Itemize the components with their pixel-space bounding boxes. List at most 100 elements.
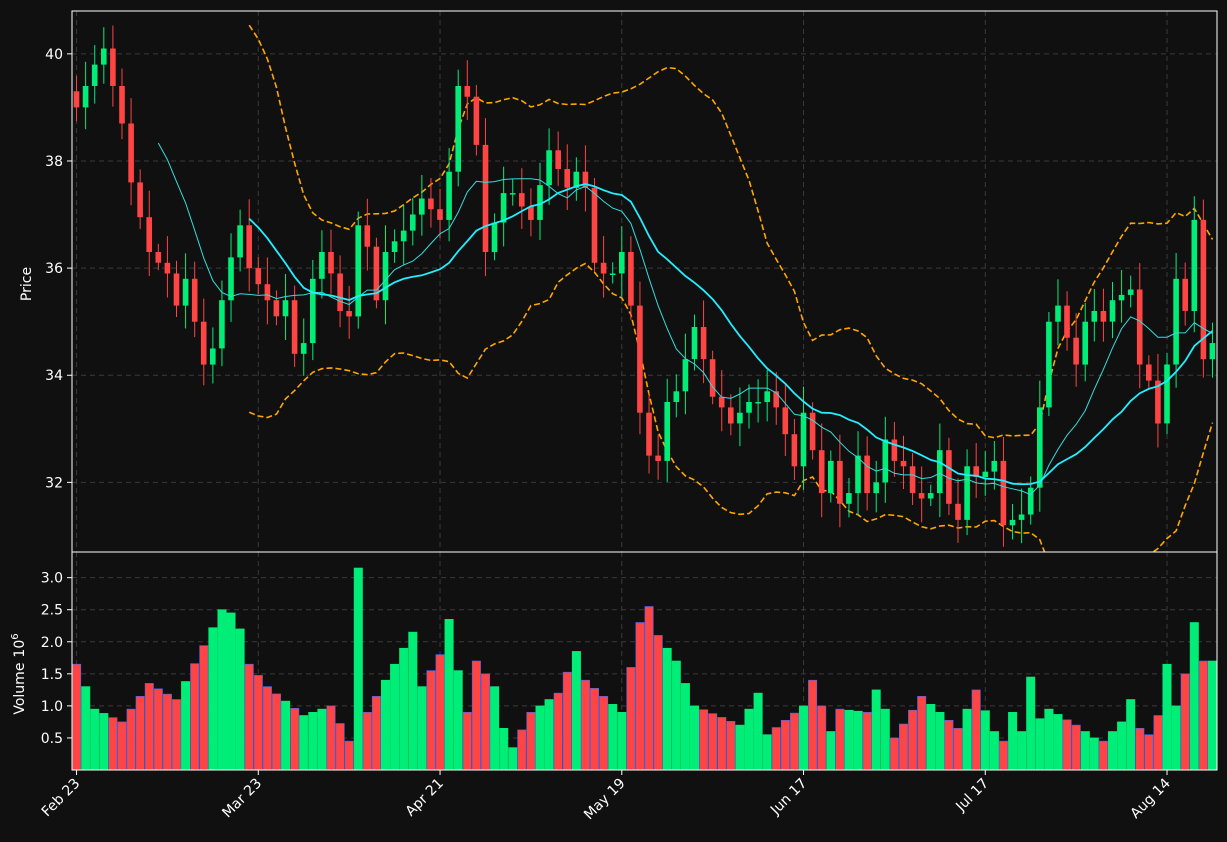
- volume-bar: [562, 671, 572, 770]
- candle-body: [591, 187, 598, 263]
- volume-bar: [935, 711, 945, 770]
- candle-body: [291, 300, 298, 354]
- volume-bar: [417, 686, 427, 770]
- candle-body: [173, 273, 180, 306]
- candle-body: [628, 252, 634, 306]
- candle-body: [691, 327, 698, 360]
- volume-bar: [889, 737, 899, 770]
- candle-body: [437, 209, 443, 220]
- volume-bar: [708, 713, 718, 770]
- candle-body: [537, 185, 543, 220]
- volume-bar: [426, 670, 436, 770]
- volume-bar: [1026, 676, 1036, 770]
- candle-body: [210, 348, 216, 365]
- volume-bar: [126, 708, 136, 770]
- candle-body: [828, 460, 834, 493]
- candle-body: [1027, 487, 1034, 515]
- volume-bar: [353, 567, 363, 770]
- candle-body: [137, 182, 143, 218]
- candle-body: [73, 91, 80, 108]
- candle-body: [991, 460, 998, 472]
- volume-bar: [1153, 715, 1163, 770]
- candle-body: [300, 343, 307, 354]
- candle-body: [1200, 219, 1207, 360]
- candle-body: [973, 466, 979, 477]
- candle-body: [1018, 514, 1025, 520]
- candle-body: [682, 359, 689, 392]
- volume-bar: [508, 747, 518, 770]
- volume-bar: [544, 699, 554, 770]
- candle-body: [1000, 460, 1007, 526]
- candle-body: [1155, 380, 1161, 424]
- volume-panel-frame: [71, 551, 1218, 771]
- volume-bar: [780, 719, 790, 770]
- volume-bar: [535, 705, 545, 770]
- volume-bar: [626, 667, 636, 770]
- volume-bar: [835, 708, 845, 770]
- candle-body: [791, 434, 798, 467]
- volume-bar: [553, 692, 563, 770]
- volume-bar: [599, 695, 609, 770]
- candle-body: [918, 493, 925, 499]
- price-axis-label: Price: [19, 267, 35, 301]
- volume-bar: [580, 679, 590, 770]
- volume-bar: [172, 699, 182, 770]
- candle-body: [119, 86, 125, 124]
- candle-body: [482, 144, 489, 252]
- candle-body: [282, 300, 289, 317]
- volume-bar: [135, 695, 145, 770]
- candle-body: [355, 225, 361, 317]
- candle-body: [1127, 289, 1134, 295]
- volume-bar: [653, 635, 663, 770]
- volume-bar: [226, 612, 236, 770]
- volume-bar: [1171, 705, 1181, 770]
- candle-body: [101, 48, 107, 65]
- candle-body: [1037, 407, 1043, 488]
- candle-body: [1173, 278, 1179, 365]
- candle-body: [837, 460, 843, 504]
- volume-tick-label: 3.0: [41, 571, 63, 587]
- candle-body: [909, 466, 916, 494]
- candle-body: [718, 396, 725, 408]
- candle-body: [237, 225, 243, 258]
- volume-bar: [998, 740, 1008, 770]
- volume-bar: [199, 645, 209, 770]
- candle-body: [891, 439, 898, 461]
- volume-bar: [462, 711, 472, 770]
- candle-body: [91, 64, 98, 86]
- candle-body: [873, 482, 879, 494]
- volume-bar: [898, 723, 908, 770]
- volume-bar: [344, 740, 354, 770]
- volume-bar: [1198, 660, 1208, 770]
- candle-body: [1091, 311, 1098, 322]
- ma-short-line: [157, 142, 1213, 496]
- volume-bar: [808, 679, 818, 770]
- candle-body: [809, 412, 816, 451]
- volume-bar: [962, 708, 972, 770]
- candle-body: [428, 198, 434, 210]
- candle-body: [519, 193, 525, 207]
- candle-body: [464, 86, 471, 97]
- price-tick-label: 34: [45, 368, 63, 384]
- volume-bar: [717, 717, 727, 770]
- volume-bar: [362, 711, 372, 770]
- volume-bar: [253, 675, 263, 770]
- candle-body: [555, 150, 561, 169]
- volume-bar: [317, 708, 327, 770]
- candle-body: [491, 222, 498, 253]
- candle-body: [564, 169, 570, 188]
- volume-bar: [72, 663, 82, 770]
- volume-bar: [589, 687, 599, 770]
- volume-bar: [117, 721, 127, 770]
- volume-bar: [1008, 711, 1018, 770]
- candle-body: [728, 407, 734, 424]
- volume-bar: [789, 712, 799, 770]
- candle-body: [1146, 364, 1152, 381]
- volume-bar: [190, 663, 200, 770]
- volume-bar: [1180, 673, 1190, 770]
- candle-body: [637, 305, 643, 413]
- volume-bar: [244, 663, 254, 770]
- volume-bar: [526, 711, 536, 770]
- volume-bar: [262, 686, 272, 770]
- volume-bar: [108, 717, 118, 770]
